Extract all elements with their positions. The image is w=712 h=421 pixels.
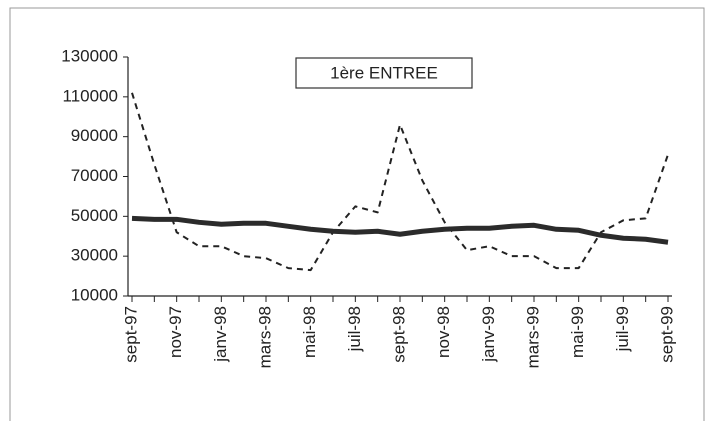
x-tick-label: sept-99: [657, 306, 676, 363]
y-tick-label: 50000: [71, 206, 118, 225]
x-tick-label: mai-98: [300, 306, 319, 358]
y-tick-label: 130000: [61, 46, 118, 65]
y-tick-label: 30000: [71, 246, 118, 265]
x-tick-label: juil-99: [613, 306, 632, 352]
line-series: [131, 92, 669, 272]
y-tick-label: 10000: [71, 285, 118, 304]
x-tick-label: mars-99: [523, 306, 542, 368]
y-tick-label: 70000: [71, 166, 118, 185]
x-tick-label: janv-98: [211, 306, 230, 363]
line-series: [131, 215, 669, 245]
title-box: [295, 57, 473, 89]
y-tick-label: 90000: [71, 126, 118, 145]
x-tick-label: mai-99: [568, 306, 587, 358]
y-tick-label: 110000: [63, 86, 118, 105]
x-tick-label: janv-99: [479, 306, 498, 363]
x-tick-label: nov-97: [166, 306, 185, 358]
x-tick-label: mars-98: [255, 306, 274, 368]
x-tick-label: sept-98: [389, 306, 408, 363]
chart-title: 1ère ENTREE: [330, 63, 438, 82]
x-tick-label: juil-98: [345, 306, 364, 352]
x-tick-label: sept-97: [121, 306, 140, 363]
x-tick-label: nov-98: [434, 306, 453, 358]
